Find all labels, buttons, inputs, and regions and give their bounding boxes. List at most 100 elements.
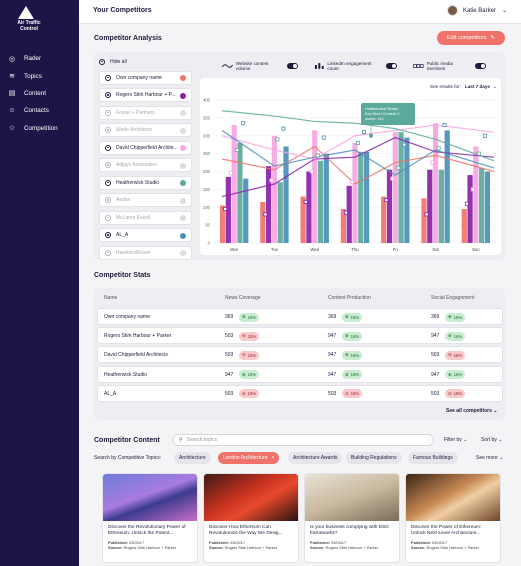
eye-icon [105, 162, 111, 168]
results-period-select[interactable]: See results for: Last 7 days ⌄ [430, 84, 497, 90]
trend-down-icon: ⊖ [242, 333, 246, 339]
topic-chip[interactable]: Famous Buildings [408, 452, 458, 464]
logo-text: Air Traffic Control [17, 20, 41, 32]
media-dot [476, 151, 481, 156]
close-icon[interactable]: × [271, 455, 275, 461]
sidebar-item-competition[interactable]: ☆ Competition [8, 120, 74, 137]
badge-label: 18% [453, 352, 463, 358]
bar [461, 209, 467, 243]
social-value: 503 [431, 352, 440, 359]
col-social: Social Engagement [431, 295, 475, 301]
competitor-name: Hawkins\Brown [116, 249, 151, 256]
y-tick-label: 100 [203, 205, 211, 210]
col-content: Content Production [328, 295, 371, 301]
see-all-label: See all competitors [446, 408, 492, 414]
news-value: 947 [225, 371, 234, 378]
content-card[interactable]: Discover How Ethereum Can Revolutionize … [203, 473, 299, 563]
table-row[interactable]: David Chipperfield Architects 503 ⊖ 18% 947 ⊕… [97, 346, 503, 364]
competitor-list: Hide all Own company name Rogers Stirk Ha… [99, 56, 192, 260]
media-dot [361, 130, 366, 135]
sidebar: Air Traffic Control ◎ Rader ≋ Topics ▤ Cont… [0, 0, 79, 566]
sidebar-item-topics[interactable]: ≋ Topics [8, 67, 74, 84]
tooltip-marker [369, 133, 373, 138]
competitor-item[interactable]: Foster + Partners [99, 105, 192, 120]
content-badge: ⊕ 16% [342, 331, 363, 341]
user-name: Katie Barker [462, 7, 496, 14]
see-all-competitors-link[interactable]: See all competitors ⌄ [446, 408, 497, 414]
website-content-toggle[interactable] [287, 63, 298, 69]
color-dot [180, 75, 186, 81]
sidebar-item-rader[interactable]: ◎ Rader [8, 50, 74, 67]
legend-public-media: Public media mentions [413, 61, 486, 71]
y-tick-label: 250 [203, 151, 211, 156]
table-row[interactable]: Rogers Stirk Harbour + Parker 503 ⊖ 18% 947 ⊕… [97, 327, 503, 345]
content-card[interactable]: Discover the Revolutionary Power of Ethe… [102, 473, 198, 563]
source-name: Rogers Stirk Harbour + Parker [325, 545, 379, 550]
topic-chip[interactable]: Architecture Awards [288, 452, 343, 464]
logo[interactable]: Air Traffic Control [12, 6, 41, 36]
bar [237, 142, 243, 243]
competitor-item[interactable]: McLaren Excell [99, 210, 192, 225]
topic-chip[interactable]: London Architecture × [218, 452, 280, 464]
bar [225, 176, 231, 243]
sidebar-item-contacts[interactable]: ☺ Contacts [8, 102, 74, 119]
competitor-item[interactable]: Heatherwick Studio [99, 175, 192, 190]
competitor-item[interactable]: Adjaye Associates [99, 158, 192, 172]
edit-competitors-button[interactable]: Edit competitors ✎ [437, 31, 505, 45]
topic-chip[interactable]: Building Regulations [346, 452, 402, 464]
content-card[interactable]: Discover the Power of Ethereum: Unlock N… [405, 473, 501, 563]
public-media-toggle[interactable] [475, 63, 486, 69]
search-topics-input[interactable]: ⚲ Search topics [172, 434, 434, 446]
color-dot [180, 145, 186, 151]
competitor-name: AL_A [104, 390, 117, 397]
hide-all-toggle[interactable]: Hide all [99, 56, 192, 67]
x-tick-label: Fri [393, 247, 398, 252]
linkedin-toggle[interactable] [386, 63, 397, 69]
see-more-link[interactable]: See more ⌄ [476, 455, 503, 461]
competitor-item[interactable]: Own company name [99, 70, 192, 85]
bar [358, 151, 364, 243]
competitor-item[interactable]: Aedas [99, 193, 192, 207]
see-more-label: See more [476, 455, 498, 461]
social-value: 369 [431, 314, 440, 320]
sort-by-select[interactable]: Sort by ⌄ [481, 437, 502, 443]
competitor-name: David Chipperfield Archite... [116, 144, 178, 151]
sidebar-item-label: Contacts [24, 107, 49, 115]
published-label: Published: [108, 540, 128, 545]
media-dot [343, 210, 348, 215]
content-card[interactable]: Is your business complying with ESG fram… [304, 473, 400, 563]
user-menu[interactable]: Katie Barker ⌄ [446, 5, 507, 16]
competitor-item[interactable]: Wade Architects [99, 123, 192, 137]
sidebar-item-content[interactable]: ▤ Content [8, 85, 74, 102]
badge-label: 15% [247, 314, 257, 320]
competitor-item[interactable]: AL_A [99, 228, 192, 242]
badge-label: 16% [247, 372, 257, 378]
results-value: Last 7 days [464, 84, 490, 89]
pencil-icon: ✎ [490, 35, 496, 41]
table-row[interactable]: AL_A 503 ⊖ 18% 503 ⊖ 18% 503 ⊖ 18% [97, 384, 503, 402]
competitor-name: Adjaye Associates [116, 162, 157, 168]
competitor-item[interactable]: Rogers Stirk Harbour + P... [99, 88, 192, 102]
filter-by-select[interactable]: Filter by ⌄ [444, 437, 467, 443]
competitor-name: Own company name [116, 74, 162, 81]
table-row[interactable]: Own company name 369 ⊕ 15% 369 ⊕ 15% 369 ⊕ 15% [97, 308, 503, 325]
media-dot [482, 133, 487, 138]
hide-all-label: Hide all [110, 58, 127, 65]
topic-chip[interactable]: Architecture [174, 452, 211, 464]
content-value: 947 [328, 352, 337, 359]
competitor-item[interactable]: Hawkins\Brown [99, 245, 192, 260]
bar [317, 160, 324, 243]
media-dot [355, 140, 360, 145]
trend-down-icon: ⊖ [345, 390, 349, 396]
bar [266, 166, 272, 243]
bar [323, 153, 329, 243]
x-tick-label: Sun [472, 247, 480, 252]
social-badge: ⊕ 15% [445, 312, 466, 322]
card-title: Discover How Ethereum Can Revolutionize … [209, 525, 283, 536]
bar [352, 142, 358, 243]
published-label: Published: [310, 540, 330, 545]
competitor-item[interactable]: David Chipperfield Archite... [99, 140, 192, 155]
eye-icon [105, 179, 111, 186]
table-row[interactable]: Heatherwick Studio 947 ⊕ 16% 947 ⊕ 16% 947 ⊕ 16% [97, 365, 503, 383]
trend-down-icon: ⊖ [448, 352, 452, 358]
